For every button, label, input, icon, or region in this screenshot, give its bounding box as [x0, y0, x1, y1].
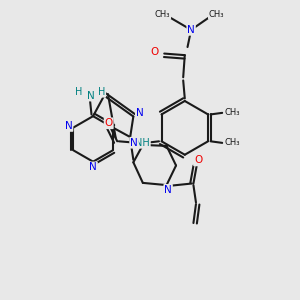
- Text: N: N: [65, 121, 73, 131]
- Text: O: O: [194, 155, 202, 165]
- Text: CH₃: CH₃: [209, 10, 224, 19]
- Text: N: N: [136, 108, 144, 118]
- Text: H: H: [75, 87, 82, 97]
- Text: CH₃: CH₃: [224, 138, 239, 147]
- Text: O: O: [105, 118, 113, 128]
- Text: CH₃: CH₃: [155, 10, 170, 19]
- Text: O: O: [151, 47, 159, 57]
- Text: NH: NH: [135, 138, 150, 148]
- Text: H: H: [98, 87, 105, 97]
- Text: N: N: [130, 138, 138, 148]
- Text: N: N: [187, 25, 195, 35]
- Text: N: N: [164, 185, 172, 195]
- Text: N: N: [87, 91, 95, 100]
- Text: CH₃: CH₃: [224, 108, 239, 117]
- Text: N: N: [89, 162, 97, 172]
